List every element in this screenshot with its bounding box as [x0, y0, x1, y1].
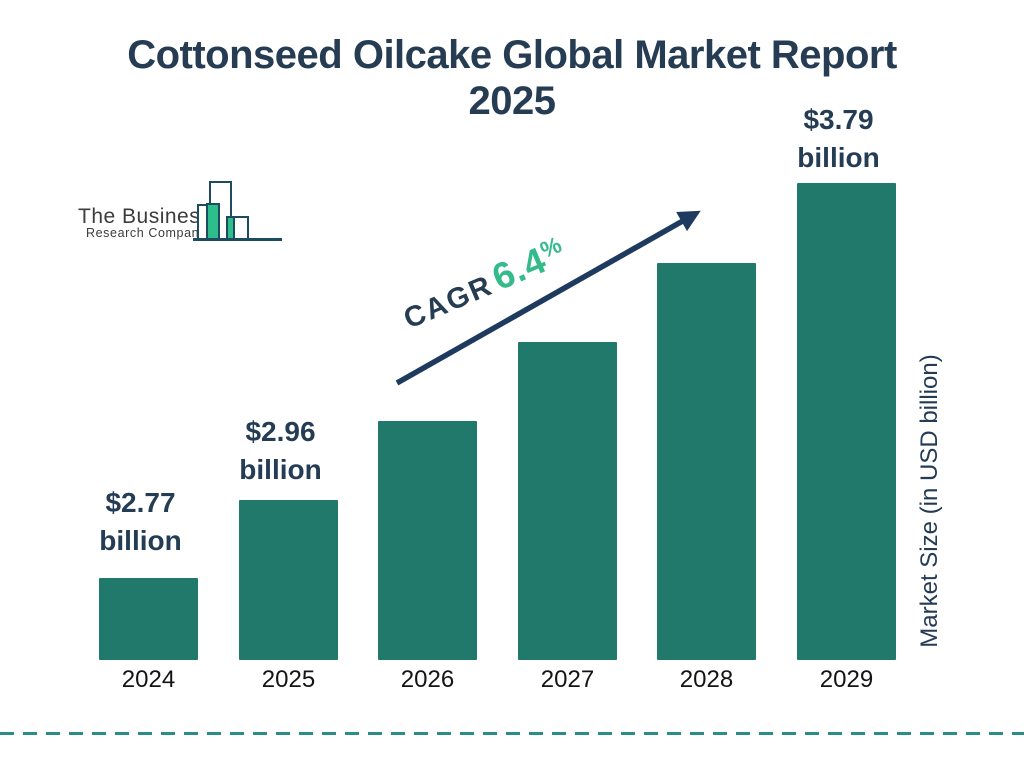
logo-bar-green-large — [206, 203, 220, 240]
value-label-amount: $2.96 — [245, 416, 316, 447]
bottom-dashed-divider — [0, 732, 1024, 735]
value-label-2025: $2.96 billion — [201, 413, 360, 489]
x-tick-2026: 2026 — [400, 666, 455, 693]
bar-2028 — [657, 263, 756, 660]
cagr-annotation: CAGR 6.4% — [379, 224, 591, 350]
value-label-amount: $2.77 — [105, 487, 176, 518]
value-label-amount: $3.79 — [803, 104, 874, 135]
bar-2025 — [239, 500, 338, 660]
y-axis-label: Market Size (in USD billion) — [916, 354, 943, 648]
logo-text-secondary: Research Company — [86, 226, 207, 240]
x-tick-2027: 2027 — [540, 666, 595, 693]
cagr-label: CAGR — [399, 269, 498, 336]
bar-2027 — [518, 342, 617, 660]
bar-2026 — [378, 421, 477, 660]
value-label-2029: $3.79 billion — [759, 101, 918, 177]
logo-baseline — [193, 238, 282, 241]
value-label-unit: billion — [239, 454, 322, 485]
page-title: Cottonseed Oilcake Global Market Report … — [0, 32, 1024, 124]
x-tick-2024: 2024 — [121, 666, 176, 693]
bar-2024 — [99, 578, 198, 660]
logo-bar-green-small — [226, 216, 235, 240]
value-label-unit: billion — [797, 142, 880, 173]
value-label-2024: $2.77 billion — [61, 484, 220, 560]
bar-2029 — [797, 183, 896, 660]
x-tick-2028: 2028 — [679, 666, 734, 693]
page-title-line1: Cottonseed Oilcake Global Market Report — [127, 33, 897, 77]
x-tick-2025: 2025 — [261, 666, 316, 693]
logo-text-primary: The Business — [78, 205, 212, 228]
page-title-line2: 2025 — [468, 79, 556, 123]
x-tick-2029: 2029 — [819, 666, 874, 693]
value-label-unit: billion — [99, 525, 182, 556]
